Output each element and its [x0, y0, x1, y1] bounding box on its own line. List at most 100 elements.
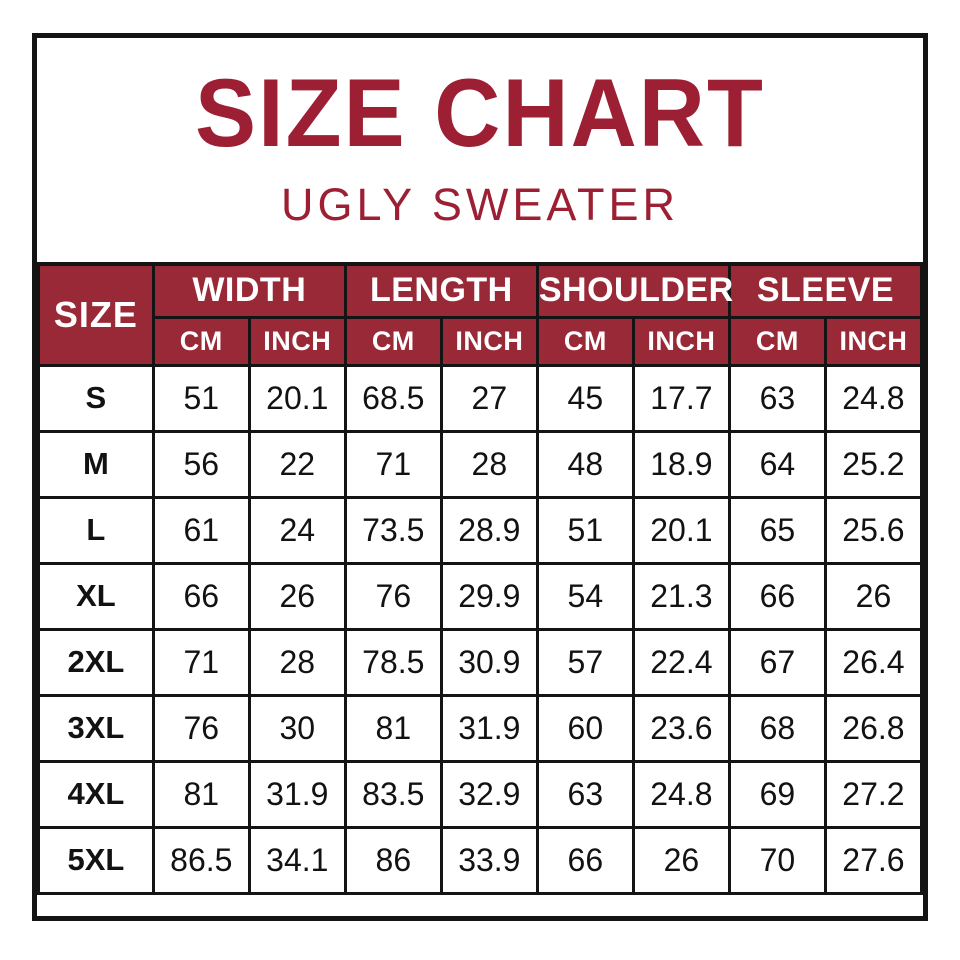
measurement-cell: 23.6	[631, 693, 731, 763]
title-section: SIZE CHART UGLY SWEATER	[37, 38, 923, 262]
measurement-cell: 22.4	[631, 627, 731, 697]
measurement-cell: 67	[727, 627, 827, 697]
measurement-cell: 24.8	[823, 363, 924, 433]
chart-title: SIZE CHART	[195, 58, 765, 167]
measurement-cell: 26	[247, 561, 347, 631]
measurement-cell: 33.9	[439, 825, 539, 895]
measurement-cell: 17.7	[631, 363, 731, 433]
size-label: 3XL	[37, 693, 155, 763]
unit-header-shoulder-inch: INCH	[631, 315, 731, 367]
measurement-cell: 76	[151, 693, 251, 763]
measurement-cell: 51	[535, 495, 635, 565]
measurement-cell: 26	[823, 561, 924, 631]
size-table: SIZE WIDTH LENGTH SHOULDER SLEEVE CM INC…	[37, 262, 924, 895]
measurement-cell: 24.8	[631, 759, 731, 829]
unit-header-shoulder-cm: CM	[535, 315, 635, 367]
measurement-cell: 73.5	[343, 495, 443, 565]
measurement-cell: 69	[727, 759, 827, 829]
unit-header-width-cm: CM	[151, 315, 251, 367]
table-row: 5XL 86.5 34.1 86 33.9 66 26 70 27.6	[37, 825, 924, 895]
header-group-row: SIZE WIDTH LENGTH SHOULDER SLEEVE	[37, 262, 924, 367]
measurement-cell: 28	[247, 627, 347, 697]
measurement-cell: 81	[343, 693, 443, 763]
table-row: L 61 24 73.5 28.9 51 20.1 65 25.6	[37, 495, 924, 565]
measurement-cell: 26	[631, 825, 731, 895]
measurement-cell: 68.5	[343, 363, 443, 433]
col-group-length: LENGTH	[343, 262, 539, 319]
chart-subtitle: UGLY SWEATER	[280, 179, 680, 230]
col-group-shoulder: SHOULDER	[535, 262, 733, 319]
measurement-cell: 21.3	[631, 561, 731, 631]
measurement-cell: 83.5	[343, 759, 443, 829]
table-row: 3XL 76 30 81 31.9 60 23.6 68 26.8	[37, 693, 924, 763]
col-group-width: WIDTH	[151, 262, 347, 319]
measurement-cell: 71	[151, 627, 251, 697]
unit-header-length-inch: INCH	[439, 315, 539, 367]
table-row: S 51 20.1 68.5 27 45 17.7 63 24.8	[37, 363, 924, 433]
size-label: 2XL	[37, 627, 155, 697]
table-row: 2XL 71 28 78.5 30.9 57 22.4 67 26.4	[37, 627, 924, 697]
measurement-cell: 25.2	[823, 429, 924, 499]
measurement-cell: 27	[439, 363, 539, 433]
measurement-cell: 31.9	[247, 759, 347, 829]
table-row: M 56 22 71 28 48 18.9 64 25.2	[37, 429, 924, 499]
measurement-cell: 30.9	[439, 627, 539, 697]
measurement-cell: 70	[727, 825, 827, 895]
measurement-cell: 24	[247, 495, 347, 565]
measurement-cell: 34.1	[247, 825, 347, 895]
unit-header-width-inch: INCH	[247, 315, 347, 367]
size-label: S	[37, 363, 155, 433]
unit-header-sleeve-inch: INCH	[823, 315, 924, 367]
table-row: XL 66 26 76 29.9 54 21.3 66 26	[37, 561, 924, 631]
measurement-cell: 66	[535, 825, 635, 895]
measurement-cell: 56	[151, 429, 251, 499]
measurement-cell: 20.1	[247, 363, 347, 433]
size-label: M	[37, 429, 155, 499]
size-chart-card: SIZE CHART UGLY SWEATER SIZE WIDTH LENGT…	[32, 33, 928, 921]
measurement-cell: 78.5	[343, 627, 443, 697]
measurement-cell: 32.9	[439, 759, 539, 829]
col-header-size: SIZE	[37, 262, 155, 367]
measurement-cell: 68	[727, 693, 827, 763]
measurement-cell: 61	[151, 495, 251, 565]
measurement-cell: 57	[535, 627, 635, 697]
measurement-cell: 27.2	[823, 759, 924, 829]
header-unit-row: CM INCH CM INCH CM INCH CM INCH	[39, 315, 924, 367]
measurement-cell: 63	[535, 759, 635, 829]
measurement-cell: 66	[151, 561, 251, 631]
measurement-cell: 66	[727, 561, 827, 631]
measurement-cell: 63	[727, 363, 827, 433]
measurement-cell: 76	[343, 561, 443, 631]
measurement-cell: 65	[727, 495, 827, 565]
measurement-cell: 86	[343, 825, 443, 895]
measurement-cell: 22	[247, 429, 347, 499]
measurement-cell: 26.8	[823, 693, 924, 763]
size-label: L	[37, 495, 155, 565]
size-label: XL	[37, 561, 155, 631]
measurement-cell: 48	[535, 429, 635, 499]
measurement-cell: 27.6	[823, 825, 924, 895]
col-group-sleeve: SLEEVE	[727, 262, 924, 319]
measurement-cell: 86.5	[151, 825, 251, 895]
measurement-cell: 64	[727, 429, 827, 499]
measurement-cell: 31.9	[439, 693, 539, 763]
measurement-cell: 26.4	[823, 627, 924, 697]
measurement-cell: 28	[439, 429, 539, 499]
measurement-cell: 51	[151, 363, 251, 433]
size-label: 5XL	[37, 825, 155, 895]
measurement-cell: 81	[151, 759, 251, 829]
unit-header-sleeve-cm: CM	[727, 315, 827, 367]
measurement-cell: 18.9	[631, 429, 731, 499]
measurement-cell: 71	[343, 429, 443, 499]
measurement-cell: 20.1	[631, 495, 731, 565]
measurement-cell: 54	[535, 561, 635, 631]
measurement-cell: 28.9	[439, 495, 539, 565]
measurement-cell: 60	[535, 693, 635, 763]
size-label: 4XL	[37, 759, 155, 829]
measurement-cell: 45	[535, 363, 635, 433]
measurement-cell: 29.9	[439, 561, 539, 631]
measurement-cell: 30	[247, 693, 347, 763]
measurement-cell: 25.6	[823, 495, 924, 565]
table-row: 4XL 81 31.9 83.5 32.9 63 24.8 69 27.2	[37, 759, 924, 829]
unit-header-length-cm: CM	[343, 315, 443, 367]
